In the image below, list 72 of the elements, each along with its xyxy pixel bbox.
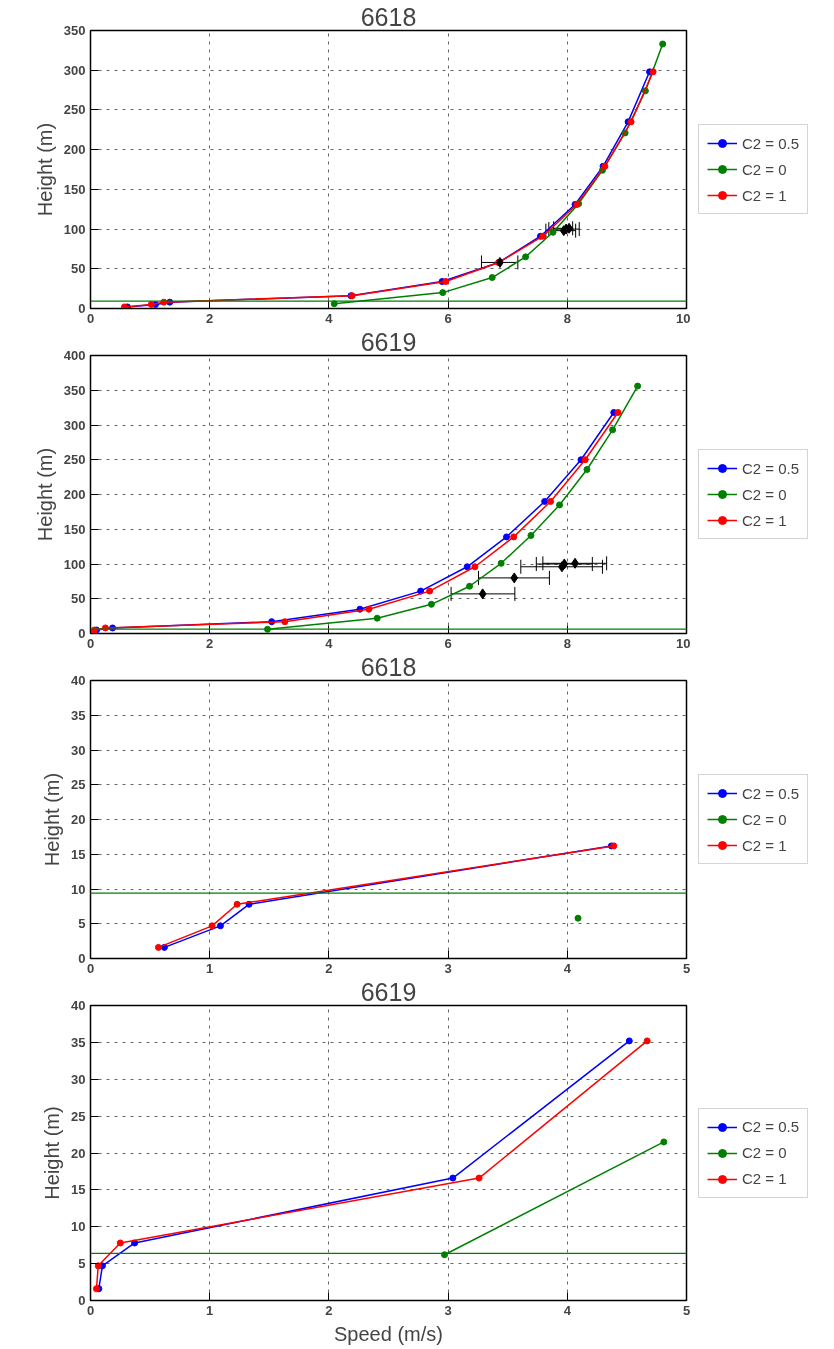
legend-label: C2 = 0.5 (742, 459, 800, 477)
chart-title: 6618 (360, 2, 417, 31)
x-tick-label: 3 (444, 1302, 452, 1318)
x-tick-label: 3 (444, 960, 452, 976)
y-tick-label: 5 (78, 1256, 86, 1272)
x-tick-label: 5 (682, 1302, 691, 1318)
y-axis-title: Height (m) (41, 1106, 64, 1200)
x-tick-label: 2 (206, 310, 214, 326)
y-axis-title: Height (m) (33, 447, 56, 542)
legend-label: C2 = 0.5 (742, 134, 800, 152)
x-axis-title: Speed (m/s) (334, 1322, 443, 1345)
legend-label: C2 = 0 (742, 810, 787, 828)
y-tick-label: 150 (63, 521, 86, 537)
y-axis-title: Height (m) (41, 772, 64, 867)
x-tick-label: 6 (444, 635, 452, 651)
chart-title: 6619 (360, 977, 417, 1006)
y-tick-label: 350 (63, 382, 86, 398)
y-tick-label: 20 (71, 1145, 86, 1161)
y-tick-label: 15 (71, 846, 86, 862)
x-tick-label: 2 (325, 1302, 333, 1318)
legend-label: C2 = 0 (742, 485, 787, 503)
chart-title: 6618 (360, 652, 417, 681)
x-tick-label: 2 (325, 960, 333, 976)
y-tick-label: 50 (71, 591, 86, 607)
x-tick-label: 5 (682, 960, 691, 976)
legend-label: C2 = 1 (742, 836, 787, 854)
legend-label: C2 = 1 (742, 1170, 787, 1187)
chart-title: 6619 (360, 327, 417, 356)
y-tick-label: 200 (63, 142, 86, 158)
x-tick-label: 4 (563, 960, 572, 976)
y-tick-label: 40 (71, 998, 86, 1013)
y-tick-label: 5 (78, 916, 86, 932)
y-axis-title: Height (m) (33, 122, 56, 217)
y-tick-label: 40 (71, 673, 86, 688)
x-tick-label: 8 (563, 310, 571, 326)
x-tick-label: 10 (676, 635, 691, 651)
legend-label: C2 = 0.5 (742, 784, 800, 802)
y-tick-label: 50 (71, 261, 86, 277)
y-tick-label: 10 (71, 1219, 86, 1235)
y-tick-label: 400 (63, 348, 86, 363)
y-tick-label: 100 (63, 556, 86, 572)
y-tick-label: 25 (71, 1108, 86, 1124)
y-tick-label: 100 (63, 221, 86, 237)
x-tick-label: 10 (676, 310, 691, 326)
y-tick-label: 10 (71, 881, 86, 897)
y-tick-label: 30 (71, 1071, 86, 1087)
y-tick-label: 300 (63, 417, 86, 433)
x-tick-label: 1 (206, 1302, 214, 1318)
legend-label: C2 = 1 (742, 511, 787, 529)
x-tick-label: 4 (563, 1302, 572, 1318)
y-tick-label: 150 (63, 181, 86, 197)
y-tick-label: 35 (71, 1034, 86, 1050)
x-tick-label: 2 (206, 635, 214, 651)
y-tick-label: 15 (71, 1182, 86, 1198)
y-tick-label: 35 (71, 707, 86, 723)
x-tick-label: 1 (206, 960, 214, 976)
y-tick-label: 250 (63, 452, 86, 468)
x-tick-label: 6 (444, 310, 452, 326)
x-tick-label: 4 (325, 635, 334, 651)
legend-label: C2 = 1 (742, 186, 787, 204)
y-tick-label: 25 (71, 777, 86, 793)
y-tick-label: 20 (71, 812, 86, 827)
y-tick-label: 30 (71, 742, 86, 758)
x-tick-label: 8 (563, 635, 571, 651)
y-tick-label: 250 (63, 102, 86, 118)
legend-label: C2 = 0 (742, 160, 787, 178)
x-tick-label: 4 (325, 310, 334, 326)
y-tick-label: 300 (63, 62, 86, 78)
y-tick-label: 200 (63, 487, 86, 502)
legend-label: C2 = 0.5 (742, 1118, 800, 1135)
y-tick-label: 350 (63, 23, 86, 38)
legend-label: C2 = 0 (742, 1144, 787, 1161)
